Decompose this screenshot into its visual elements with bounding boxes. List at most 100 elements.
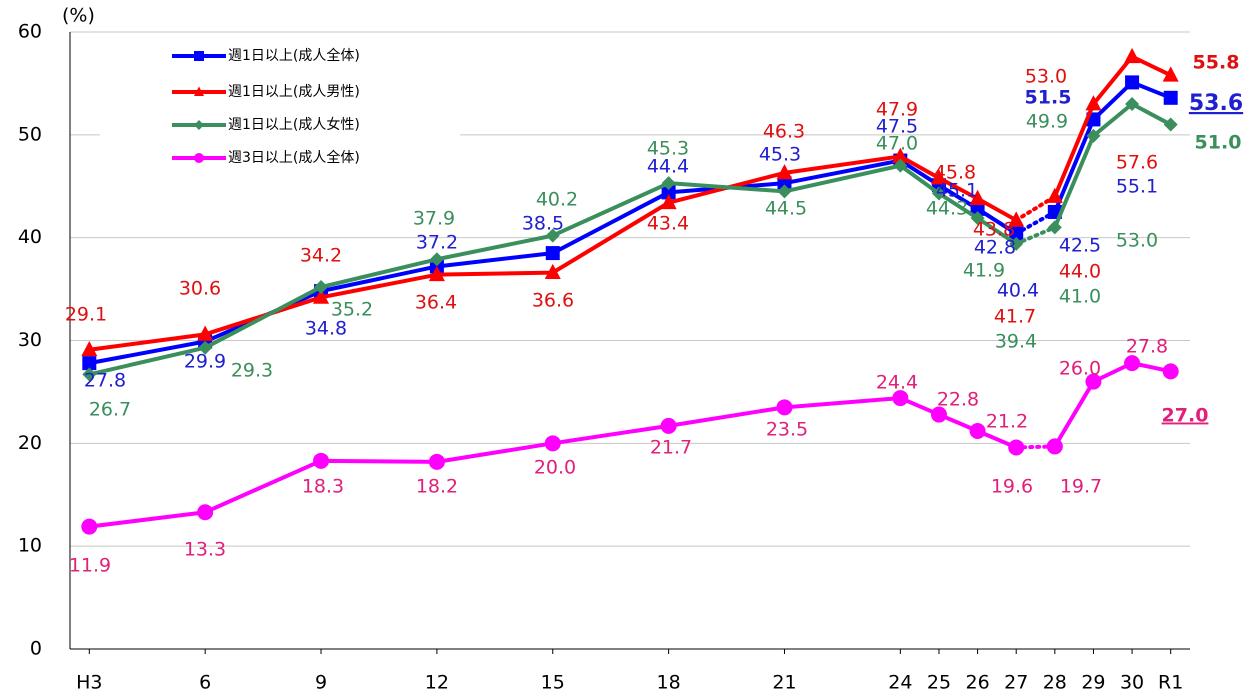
- data-point: [1046, 187, 1063, 203]
- data-point: [970, 211, 985, 226]
- data-label: 55.1: [1116, 176, 1158, 198]
- y-tick-label: 30: [18, 329, 42, 351]
- data-label: 40.2: [536, 189, 578, 211]
- data-point: [1046, 438, 1063, 455]
- data-label: 44.0: [1059, 261, 1101, 283]
- x-tick-label: 15: [541, 672, 565, 694]
- data-point: [81, 518, 98, 535]
- data-point: [1163, 117, 1178, 132]
- data-label: 18.2: [416, 476, 458, 498]
- data-point: [545, 246, 560, 261]
- data-point: [1125, 96, 1140, 111]
- data-label: 29.1: [65, 304, 107, 326]
- data-point: [314, 280, 329, 295]
- data-point: [1162, 363, 1179, 380]
- data-label: 27.0: [1162, 405, 1209, 427]
- data-label: 29.3: [231, 360, 273, 382]
- data-label: 37.2: [416, 232, 458, 254]
- data-label: 27.8: [1126, 336, 1168, 358]
- data-label: 41.0: [1059, 286, 1101, 308]
- data-label: 38.5: [522, 213, 564, 235]
- data-point: [1162, 66, 1179, 82]
- y-tick-label: 0: [30, 638, 42, 660]
- legend-box: [100, 38, 460, 180]
- data-label: 18.3: [302, 476, 344, 498]
- data-label: 43.4: [647, 213, 689, 235]
- legend-label: 週3日以上(成人全体): [228, 149, 360, 166]
- data-label: 36.6: [532, 290, 574, 312]
- data-point: [1086, 128, 1101, 143]
- data-label: 37.9: [413, 208, 455, 230]
- data-label: 11.9: [69, 555, 111, 577]
- data-label: 20.0: [534, 457, 576, 479]
- x-tick-label: H3: [76, 672, 102, 694]
- data-label: 19.7: [1060, 476, 1102, 498]
- data-label: 34.2: [300, 245, 342, 267]
- data-label: 53.0: [1116, 230, 1158, 252]
- y-tick-label: 10: [18, 535, 42, 557]
- data-label: 57.6: [1116, 152, 1158, 174]
- x-tick-label: 18: [657, 672, 681, 694]
- y-tick-label: 40: [18, 226, 42, 248]
- data-point: [313, 452, 330, 469]
- data-point: [660, 193, 677, 210]
- data-point: [931, 186, 946, 201]
- data-label: 55.8: [1193, 52, 1240, 74]
- legend-label: 週1日以上(成人全体): [228, 47, 360, 64]
- data-point: [313, 288, 330, 304]
- data-point: [1009, 226, 1024, 241]
- data-label: 45.3: [759, 144, 801, 166]
- series-line: [1052, 80, 1172, 213]
- x-tick-label: R1: [1158, 672, 1183, 694]
- data-label: 35.2: [331, 299, 373, 321]
- data-label: 53.0: [1025, 66, 1067, 88]
- data-label: 34.8: [305, 318, 347, 340]
- data-label: 26.0: [1059, 358, 1101, 380]
- x-tick-label: 30: [1120, 672, 1144, 694]
- data-point: [545, 228, 560, 243]
- data-label: 30.6: [179, 278, 221, 300]
- series-line: [1053, 361, 1172, 448]
- data-point: [428, 265, 445, 282]
- data-point: [197, 504, 214, 521]
- data-point: [777, 184, 792, 199]
- legend-label: 週1日以上(成人女性): [228, 116, 360, 133]
- data-label: 19.6: [991, 476, 1033, 498]
- data-point: [969, 189, 986, 205]
- data-point: [1009, 236, 1024, 251]
- data-point: [969, 422, 986, 439]
- data-label: 47.9: [876, 99, 918, 121]
- x-tick-label: 21: [772, 672, 796, 694]
- data-point: [82, 367, 97, 382]
- x-tick-label: 9: [315, 672, 327, 694]
- data-point: [544, 263, 561, 280]
- data-label: 45.3: [647, 138, 689, 160]
- series-line: [1052, 54, 1172, 198]
- y-tick-label: 60: [18, 21, 42, 43]
- data-point: [661, 176, 676, 191]
- data-label: 21.2: [986, 411, 1028, 433]
- data-point: [197, 325, 214, 341]
- data-point: [82, 356, 97, 371]
- legend-marker: [194, 153, 204, 163]
- x-tick-label: 25: [927, 672, 951, 694]
- data-label: 44.5: [765, 198, 807, 220]
- data-point: [776, 399, 793, 416]
- data-point: [428, 453, 445, 470]
- data-label: 44.3: [926, 198, 968, 220]
- data-label: 41.9: [963, 260, 1005, 282]
- data-label: 13.3: [184, 539, 226, 561]
- data-point: [661, 185, 676, 200]
- data-label: 26.7: [89, 399, 131, 421]
- data-point: [776, 164, 793, 180]
- x-tick-label: 6: [199, 672, 211, 694]
- data-point: [1008, 439, 1025, 456]
- data-label: 27.8: [84, 370, 126, 392]
- data-point: [892, 147, 909, 163]
- data-point: [1008, 211, 1025, 227]
- x-tick-label: 29: [1081, 672, 1105, 694]
- x-tick-label: 12: [425, 672, 449, 694]
- data-label: 46.3: [763, 121, 805, 143]
- data-label: 51.0: [1195, 132, 1242, 154]
